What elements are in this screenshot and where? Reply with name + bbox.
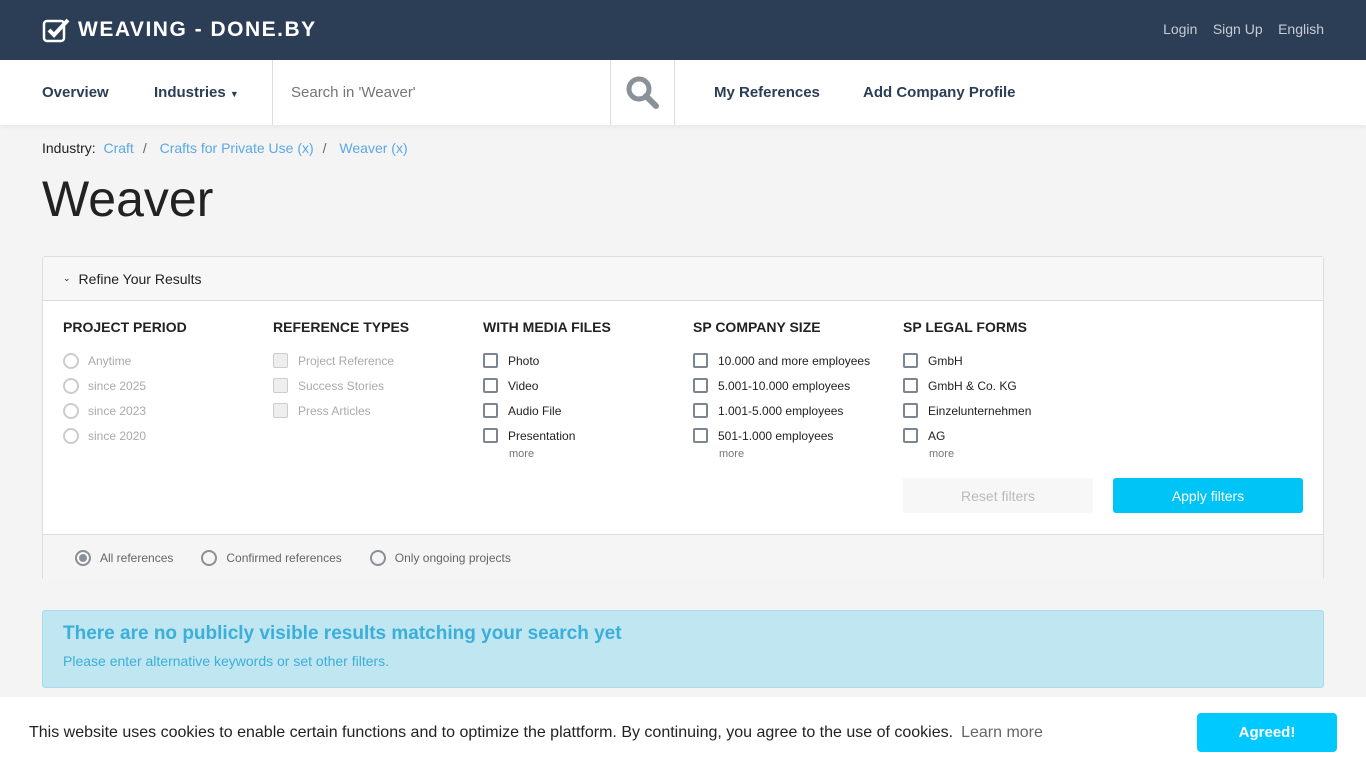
refine-panel: ⌄ Refine Your Results PROJECT PERIOD Anyt… [42, 256, 1324, 580]
checkbox-option[interactable]: AG [903, 423, 1103, 448]
refine-title: Refine Your Results [78, 270, 202, 287]
brand-name: WEAVING - DONE.BY [78, 18, 317, 41]
filter-media-files: WITH MEDIA FILES Photo Video Audio File … [483, 319, 683, 460]
checkbox-option[interactable]: GmbH & Co. KG [903, 373, 1103, 398]
checkbox-option[interactable]: 501-1.000 employees [693, 423, 893, 448]
scope-all[interactable]: All references [75, 549, 173, 566]
scope-confirmed[interactable]: Confirmed references [201, 549, 342, 566]
checkbox-option[interactable]: Photo [483, 348, 683, 373]
filter-title: SP LEGAL FORMS [903, 319, 1027, 335]
radio-option[interactable]: Anytime [63, 348, 263, 373]
radio-option[interactable]: since 2023 [63, 398, 263, 423]
checkbox-option[interactable]: Project Reference [273, 348, 473, 373]
cookie-banner: This website uses cookies to enable cert… [0, 697, 1366, 768]
radio-option[interactable]: since 2020 [63, 423, 263, 448]
reference-scope: All references Confirmed references Only… [43, 534, 1323, 580]
refine-toggle[interactable]: ⌄ Refine Your Results [43, 257, 1323, 301]
alert-text: Please enter alternative keywords or set… [63, 653, 390, 669]
checkbox-logo-icon [42, 18, 70, 43]
cookie-text: This website uses cookies to enable cert… [29, 723, 954, 741]
top-bar: WEAVING - DONE.BY Login Sign Up English [0, 0, 1366, 60]
learn-more-link[interactable]: Learn more [961, 723, 1043, 741]
filter-reference-types: REFERENCE TYPES Project Reference Succes… [273, 319, 473, 423]
search-icon [626, 76, 659, 109]
scope-ongoing[interactable]: Only ongoing projects [369, 549, 511, 566]
more-link[interactable]: more [929, 448, 955, 460]
search-button[interactable] [610, 60, 674, 125]
nav-my-references[interactable]: My References [714, 84, 820, 101]
checkbox-option[interactable]: Success Stories [273, 373, 473, 398]
login-link[interactable]: Login [1163, 21, 1198, 37]
alert-title: There are no publicly visible results ma… [63, 623, 622, 644]
checkbox-option[interactable]: Press Articles [273, 398, 473, 423]
breadcrumb: Industry: Craft / Crafts for Private Use … [42, 140, 408, 156]
filter-project-period: PROJECT PERIOD Anytime since 2025 since … [63, 319, 263, 448]
more-link[interactable]: more [509, 448, 535, 460]
apply-filters-button[interactable]: Apply filters [1113, 478, 1303, 513]
no-results-alert: There are no publicly visible results ma… [42, 610, 1324, 688]
checkbox-option[interactable]: Audio File [483, 398, 683, 423]
page-title: Weaver [42, 171, 214, 227]
checkbox-option[interactable]: Presentation [483, 423, 683, 448]
checkbox-option[interactable]: 1.001-5.000 employees [693, 398, 893, 423]
filter-company-size: SP COMPANY SIZE 10.000 and more employee… [693, 319, 893, 460]
filter-title: REFERENCE TYPES [273, 319, 410, 335]
language-link[interactable]: English [1278, 21, 1324, 37]
breadcrumb-crafts-private[interactable]: Crafts for Private Use (x) [159, 140, 314, 156]
nav-overview[interactable]: Overview [42, 84, 109, 101]
nav-industries-label: Industries [154, 84, 226, 101]
filter-legal-forms: SP LEGAL FORMS GmbH GmbH & Co. KG Einzel… [903, 319, 1103, 460]
filter-title: WITH MEDIA FILES [483, 319, 611, 335]
checkbox-option[interactable]: 5.001-10.000 employees [693, 373, 893, 398]
radio-option[interactable]: since 2025 [63, 373, 263, 398]
nav-add-company[interactable]: Add Company Profile [863, 84, 1016, 101]
main-nav: Overview Industries ▼ My References Add … [0, 60, 1366, 125]
signup-link[interactable]: Sign Up [1212, 21, 1263, 37]
brand-logo[interactable]: WEAVING - DONE.BY [42, 17, 317, 43]
checkbox-option[interactable]: Video [483, 373, 683, 398]
breadcrumb-label: Industry: [42, 140, 96, 156]
reset-filters-button[interactable]: Reset filters [903, 478, 1093, 513]
more-link[interactable]: more [719, 448, 745, 460]
search-bar [272, 60, 675, 125]
checkbox-option[interactable]: 10.000 and more employees [693, 348, 893, 373]
caret-down-icon: ▼ [229, 89, 239, 99]
chevron-down-icon: ⌄ [63, 273, 71, 283]
agree-button[interactable]: Agreed! [1197, 713, 1337, 752]
nav-industries[interactable]: Industries ▼ [154, 84, 239, 101]
checkbox-option[interactable]: GmbH [903, 348, 1103, 373]
filter-title: PROJECT PERIOD [63, 319, 187, 335]
checkbox-option[interactable]: Einzelunternehmen [903, 398, 1103, 423]
breadcrumb-craft[interactable]: Craft [103, 140, 134, 156]
filter-title: SP COMPANY SIZE [693, 319, 821, 335]
breadcrumb-weaver[interactable]: Weaver (x) [339, 140, 408, 156]
search-input[interactable] [273, 60, 611, 125]
